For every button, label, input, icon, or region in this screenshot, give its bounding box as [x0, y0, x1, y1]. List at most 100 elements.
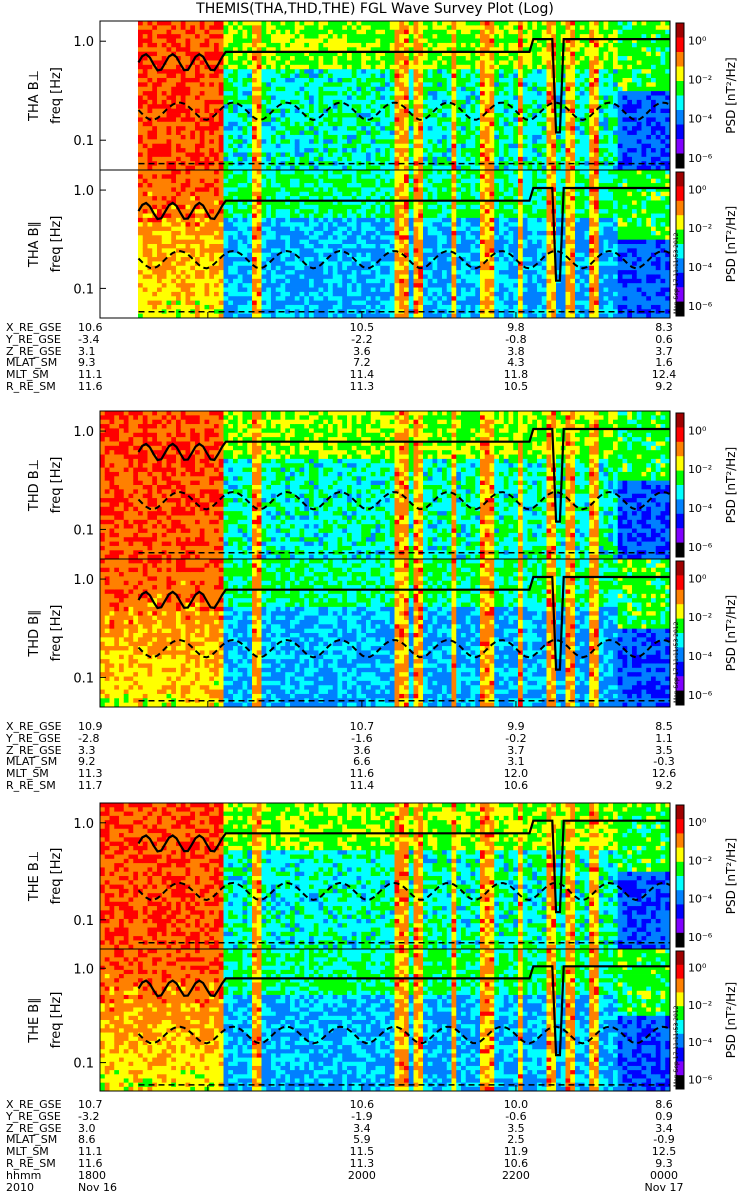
spectrogram-cell — [180, 73, 186, 79]
spectrogram-cell — [190, 291, 196, 297]
spectrogram-cell — [613, 134, 619, 140]
spectrogram-cell — [285, 91, 291, 96]
spectrogram-cell — [209, 121, 215, 127]
spectrogram-cell — [456, 134, 462, 140]
spectrogram-cell — [370, 73, 376, 79]
spectrogram-cell — [275, 152, 281, 158]
spectrogram-cell — [617, 38, 623, 44]
spectrogram-cell — [138, 287, 144, 293]
spectrogram-cell — [480, 42, 486, 48]
spectrogram-cell — [408, 77, 414, 83]
spectrogram-cell — [275, 64, 281, 70]
spectrogram-cell — [247, 113, 253, 118]
spectrogram-cell — [408, 121, 414, 127]
spectrogram-cell — [456, 139, 462, 145]
spectrogram-cell — [256, 64, 262, 70]
spectrogram-cell — [242, 209, 248, 214]
spectrogram-cell — [446, 139, 452, 145]
spectrogram-cell — [655, 73, 661, 79]
spectrogram-cell — [556, 34, 562, 39]
spectrogram-cell — [152, 152, 158, 158]
spectrogram-cell — [556, 64, 562, 70]
spectrogram-cell — [271, 296, 277, 301]
spectrogram-cell — [275, 38, 281, 44]
spectrogram-cell — [432, 113, 438, 118]
spectrogram-cell — [237, 82, 243, 88]
spectrogram-cell — [565, 95, 571, 101]
spectrogram-cell — [275, 69, 281, 74]
spectrogram-cell — [489, 38, 495, 44]
spectrogram-cell — [266, 51, 272, 57]
spectrogram-cell — [142, 134, 148, 140]
spectrogram-cell — [470, 60, 476, 66]
spectrogram-cell — [480, 34, 486, 39]
spectrogram-cell — [185, 183, 191, 188]
spectrogram-cell — [294, 126, 300, 131]
spectrogram-cell — [247, 156, 253, 162]
spectrogram-cell — [190, 283, 196, 288]
spectrogram-cell — [537, 73, 543, 79]
spectrogram-cell — [651, 143, 657, 149]
spectrogram-cell — [328, 69, 334, 74]
spectrogram-cell — [275, 183, 281, 188]
spectrogram-cell — [584, 21, 590, 26]
spectrogram-cell — [356, 165, 362, 171]
spectrogram-cell — [337, 47, 343, 53]
spectrogram-cell — [541, 21, 547, 26]
spectrogram-cell — [399, 95, 405, 101]
spectrogram-cell — [285, 239, 291, 245]
spectrogram-cell — [209, 86, 215, 92]
spectrogram-cell — [233, 47, 239, 53]
spectrogram-cell — [318, 60, 324, 66]
spectrogram-cell — [423, 73, 429, 79]
spectrogram-cell — [185, 21, 191, 26]
spectrogram-cell — [484, 91, 490, 96]
spectrogram-cell — [404, 77, 410, 83]
spectrogram-cell — [242, 230, 248, 236]
spectrogram-cell — [389, 165, 395, 171]
spectrogram-cell — [451, 56, 457, 61]
spectrogram-cell — [285, 29, 291, 35]
spectrogram-cell — [423, 134, 429, 140]
spectrogram-cell — [565, 42, 571, 48]
spectrogram-cell — [594, 38, 600, 44]
spectrogram-cell — [660, 104, 666, 110]
spectrogram-cell — [456, 82, 462, 88]
spectrogram-cell — [157, 47, 163, 53]
spectrogram-cell — [579, 60, 585, 66]
spectrogram-cell — [157, 257, 163, 262]
spectrogram-cell — [366, 38, 372, 44]
spectrogram-cell — [152, 42, 158, 48]
spectrogram-cell — [427, 77, 433, 83]
spectrogram-cell — [166, 104, 172, 110]
spectrogram-cell — [309, 143, 315, 149]
spectrogram-cell — [309, 69, 315, 74]
spectrogram-cell — [513, 69, 519, 74]
colorbar-cell — [676, 95, 684, 100]
spectrogram-cell — [190, 95, 196, 101]
spectrogram-cell — [157, 82, 163, 88]
spectrogram-cell — [328, 165, 334, 171]
spectrogram-cell — [518, 38, 524, 44]
spectrogram-cell — [432, 117, 438, 123]
spectrogram-cell — [665, 91, 671, 96]
spectrogram-cell — [636, 91, 642, 96]
spectrogram-cell — [247, 257, 253, 262]
spectrogram-cell — [366, 152, 372, 158]
spectrogram-cell — [503, 56, 509, 61]
spectrogram-cell — [313, 47, 319, 53]
spectrogram-cell — [228, 283, 234, 288]
spectrogram-cell — [437, 82, 443, 88]
spectrogram-cell — [199, 69, 205, 74]
spectrogram-cell — [275, 239, 281, 245]
spectrogram-cell — [641, 156, 647, 162]
spectrogram-cell — [546, 156, 552, 162]
spectrogram-cell — [152, 56, 158, 61]
spectrogram-cell — [209, 113, 215, 118]
spectrogram-cell — [304, 69, 310, 74]
spectrogram-cell — [209, 187, 215, 193]
spectrogram-cell — [152, 73, 158, 79]
spectrogram-cell — [332, 82, 338, 88]
spectrogram-cell — [214, 29, 220, 35]
spectrogram-cell — [442, 64, 448, 70]
